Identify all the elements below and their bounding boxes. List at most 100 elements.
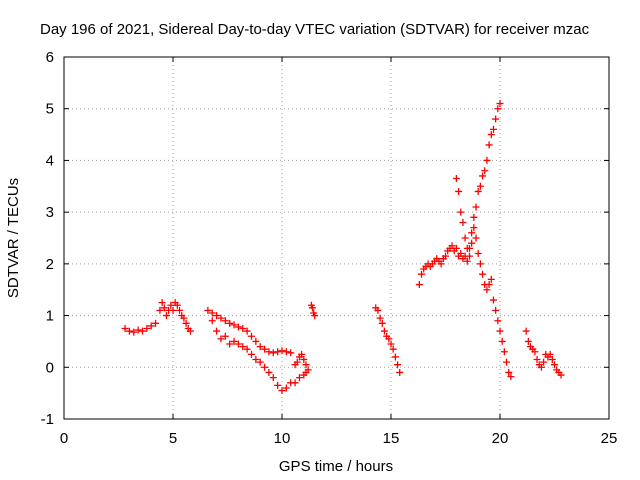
series-segment-8 [452,175,515,381]
data-point [221,332,229,340]
data-point [162,312,170,320]
data-point [252,337,260,345]
y-tick-label: 5 [46,101,54,118]
data-point [274,348,282,356]
series-segment-6 [372,304,404,376]
data-point [389,345,397,353]
data-point [243,345,251,353]
data-point [463,244,471,252]
data-point [269,349,277,357]
data-point [496,100,504,108]
data-point [186,327,194,335]
data-point [487,131,495,139]
data-point [167,301,175,309]
data-point [489,296,497,304]
x-tick-label: 25 [601,430,618,447]
data-point [378,319,386,327]
y-axis-label: SDTVAR / TECUs [5,178,22,298]
data-point [213,312,221,320]
series-segment-5 [307,301,319,320]
data-point [489,125,497,133]
data-point [387,340,395,348]
data-point [243,327,251,335]
data-point [418,270,426,278]
data-point [304,366,312,374]
y-tick-label: 1 [46,308,54,325]
data-point [256,343,264,351]
data-point [204,306,212,314]
data-point [239,325,247,332]
data-point [385,335,393,343]
data-point [156,306,164,314]
data-point [472,203,480,211]
data-point [505,368,513,376]
data-point [278,347,286,355]
data-point [452,244,460,252]
data-point [121,325,129,332]
data-point [291,379,299,387]
data-point [470,224,478,232]
data-point [437,260,445,268]
series-segment-9 [522,327,565,379]
data-point [551,361,558,369]
data-point [217,314,225,322]
data-point [396,368,404,376]
data-point [182,319,190,327]
data-point [507,373,515,381]
data-point [470,213,478,221]
data-point [234,323,242,331]
data-point [492,306,500,314]
y-tick-label: -1 [41,411,54,428]
data-point [503,358,511,366]
series-segment-7 [415,100,504,289]
data-point [278,387,286,395]
data-point [176,306,184,314]
data-point [134,326,142,334]
data-point [221,317,229,325]
data-point [494,105,502,113]
y-tick-label: 4 [46,152,54,169]
data-point [474,187,482,195]
data-point [282,348,290,356]
series-segment-3 [208,317,310,395]
data-point [208,309,216,317]
data-point [239,343,247,351]
data-point [234,340,242,348]
data-point [394,361,402,369]
data-point [463,257,471,265]
data-point [293,358,301,366]
data-point [309,304,317,312]
data-point [483,156,491,164]
data-point [256,358,264,366]
data-point [230,337,238,345]
plot-frame [63,56,610,420]
data-point [452,175,460,183]
data-point [468,229,476,237]
data-point [457,208,465,216]
y-tick-label: 2 [46,256,54,273]
data-point [548,356,556,364]
data-point [479,172,487,180]
data-point [374,306,382,314]
data-point [468,239,476,247]
data-point [261,345,269,353]
data-point [546,350,554,358]
data-point [252,356,260,364]
data-point [173,301,181,309]
data-point [265,348,273,356]
data-point [160,304,168,312]
y-tick-label: 6 [46,49,54,66]
data-point [217,335,225,343]
data-point [472,234,480,242]
data-point [213,327,221,335]
data-point [442,252,449,260]
data-point [302,361,310,369]
y-tick-label: 3 [46,204,54,221]
data-point [247,350,255,358]
data-point [265,368,273,376]
data-point [226,319,234,327]
series-segment-2 [204,306,295,357]
data-point [524,337,532,345]
data-point [180,314,188,322]
